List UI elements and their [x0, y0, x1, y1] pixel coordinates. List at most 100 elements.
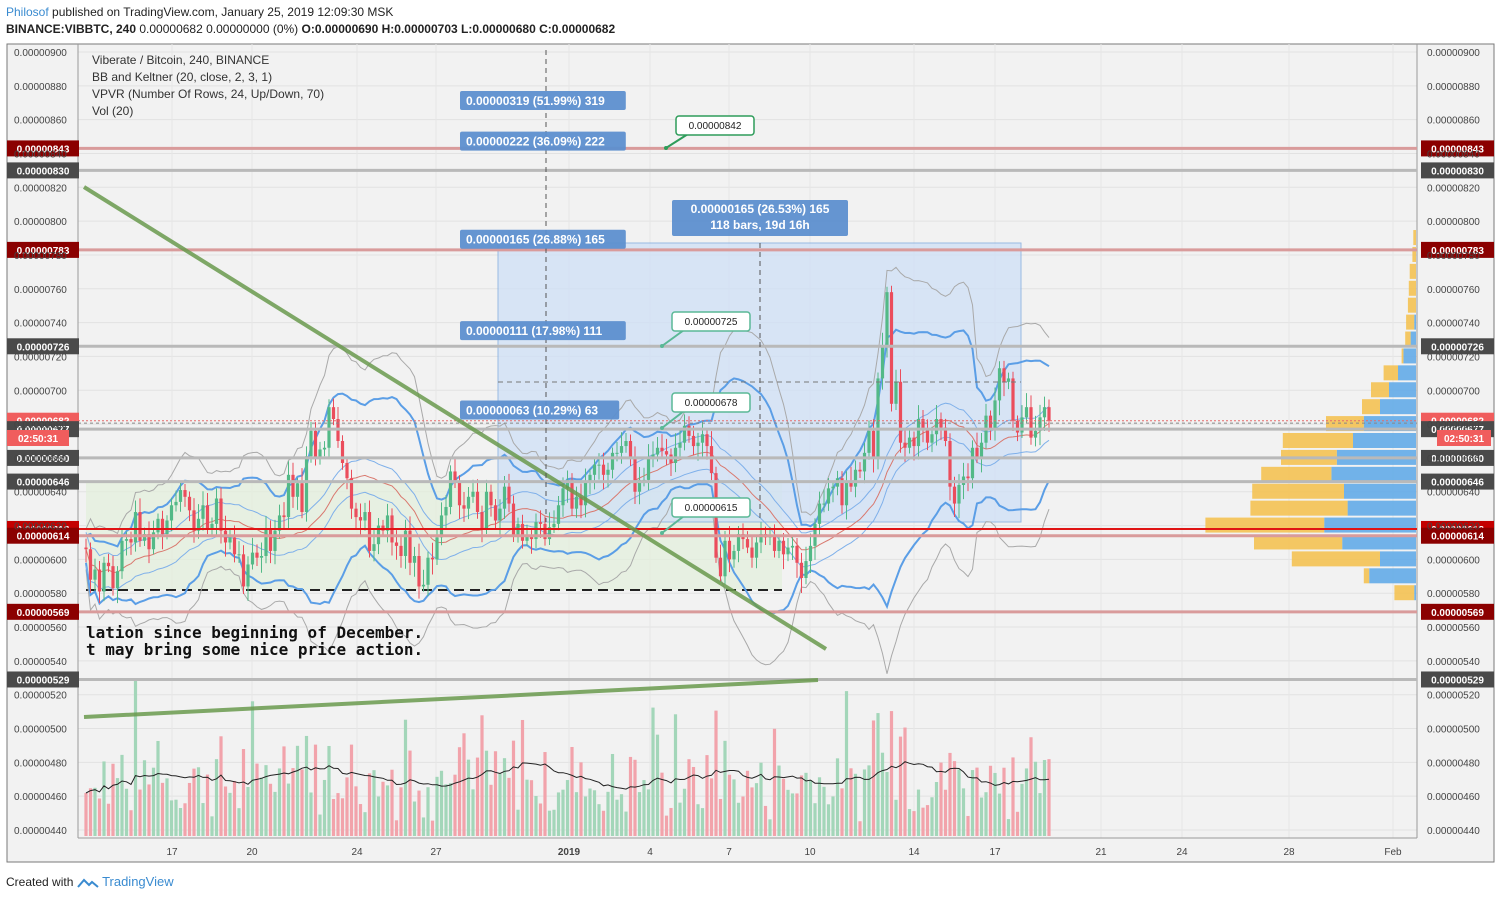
volume-bar — [925, 805, 930, 836]
y-axis-tick-label: 0.00000580 — [1427, 589, 1480, 600]
price-level-badge-text: 0.00000783 — [17, 246, 70, 257]
measure-label[interactable] — [460, 321, 626, 341]
candle-body — [547, 527, 552, 540]
y-axis-tick-label: 0.00000760 — [1427, 285, 1480, 296]
price-callout[interactable] — [671, 392, 751, 413]
price-callout[interactable] — [671, 497, 751, 518]
volume-bar — [588, 788, 592, 836]
volume-bar — [552, 809, 556, 836]
volume-bar — [948, 752, 952, 836]
volume-bar — [934, 781, 939, 836]
candle-body — [574, 496, 579, 509]
candle-body — [664, 451, 669, 455]
candle-body — [1042, 407, 1047, 418]
volume-bar — [520, 719, 525, 836]
candle-body — [160, 518, 165, 535]
candle-body — [480, 512, 484, 529]
volume-bar — [777, 765, 781, 836]
candle-body — [394, 542, 399, 546]
volume-bar — [763, 805, 768, 836]
candle-body — [363, 512, 367, 521]
candle-body — [952, 486, 957, 504]
volume-bar — [372, 770, 376, 836]
volume-bar — [556, 792, 561, 836]
callout-anchor-dot — [660, 426, 664, 430]
volume-bar — [781, 778, 786, 836]
author-link[interactable]: Philosof — [6, 5, 49, 19]
volume-bar — [691, 766, 696, 836]
x-axis-tick-label: 21 — [1095, 847, 1107, 858]
y-axis-tick-label: 0.00000740 — [14, 319, 67, 330]
candle-body — [165, 520, 169, 535]
volume-bar — [394, 820, 399, 836]
volume-bar — [439, 770, 444, 836]
price-callout[interactable] — [671, 311, 751, 332]
volume-bar — [147, 784, 151, 836]
volume-bar — [592, 790, 597, 836]
volume-bar — [1038, 793, 1042, 836]
volume-bar — [223, 786, 228, 836]
candle-body — [417, 556, 421, 587]
candle-body — [601, 464, 606, 475]
volume-bar — [741, 796, 745, 836]
callout-pointer — [661, 410, 685, 429]
volume-bar — [682, 788, 687, 836]
volume-bar — [237, 808, 241, 836]
volume-bar — [1029, 737, 1033, 836]
candle-body — [219, 498, 223, 531]
x-axis-tick-label: 28 — [1283, 847, 1295, 858]
candle-body — [493, 505, 498, 521]
price-level-badge — [1421, 473, 1494, 490]
price-callout[interactable] — [675, 115, 755, 136]
volume-bar — [799, 775, 804, 836]
candle-body — [858, 469, 862, 472]
candle-body — [894, 381, 898, 404]
volume-bar — [705, 755, 709, 836]
measure-label[interactable] — [460, 131, 626, 151]
volume-profile-up-bar — [1414, 314, 1416, 330]
volume-profile-down-bar — [1408, 280, 1416, 296]
candle-body — [102, 562, 106, 592]
volume-profile-down-bar — [1250, 500, 1348, 516]
volume-bar — [417, 790, 421, 836]
tradingview-brand-link[interactable]: TradingView — [102, 874, 174, 889]
volume-bar — [133, 678, 138, 836]
volume-profile-up-bar — [1344, 483, 1416, 499]
volume-profile-down-bar — [1282, 433, 1353, 448]
candle-body — [786, 547, 790, 555]
bb-outer-lower-band — [85, 498, 1050, 674]
candle-body — [790, 545, 795, 548]
volume-bar — [381, 781, 385, 836]
y-axis-tick-label: 0.00000860 — [14, 116, 67, 127]
volume-bar — [930, 797, 934, 836]
callout-pointer — [661, 329, 685, 347]
measure-label[interactable] — [460, 400, 620, 420]
candle-body — [570, 479, 574, 509]
candle-body — [660, 447, 664, 452]
measure-label[interactable] — [460, 91, 626, 111]
candle-body — [309, 430, 313, 457]
candle-body — [1015, 420, 1020, 433]
volume-bar — [813, 803, 817, 836]
volume-ma-line — [85, 761, 1050, 794]
y-axis-tick-label: 0.00000500 — [14, 725, 67, 736]
volume-bar — [678, 802, 682, 836]
volume-bar — [714, 710, 718, 836]
measure-label[interactable] — [460, 229, 626, 249]
descending-trendline[interactable] — [82, 185, 828, 651]
candle-body — [1029, 407, 1033, 438]
volume-profile-down-bar — [1371, 382, 1389, 398]
candle-body — [979, 442, 984, 458]
candle-body — [966, 476, 970, 479]
candle-body — [804, 561, 808, 578]
range-info-box[interactable] — [672, 200, 848, 236]
callout-pointer — [665, 133, 689, 149]
price-level-badge — [7, 603, 79, 620]
price-level-badge — [1421, 449, 1494, 466]
volume-bar — [633, 759, 637, 836]
candle-body — [421, 584, 426, 587]
range-info-text: 118 bars, 19d 16h — [710, 218, 809, 232]
candle-body — [633, 457, 637, 492]
ascending-trendline[interactable] — [83, 678, 819, 719]
